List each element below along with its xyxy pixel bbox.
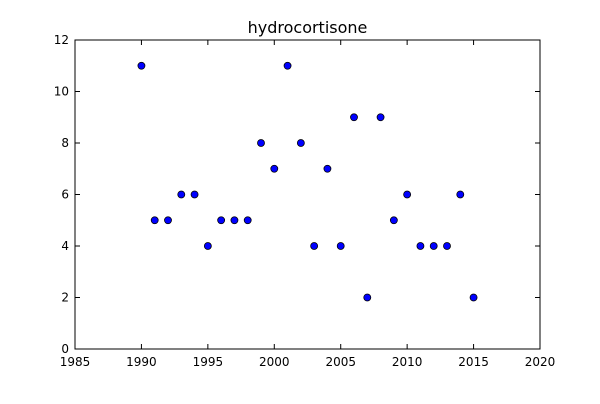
x-tick-label: 2015 — [458, 355, 489, 369]
data-point — [469, 293, 478, 302]
data-point — [217, 216, 226, 225]
data-point — [389, 216, 398, 225]
data-point — [177, 190, 186, 199]
data-point — [283, 61, 292, 70]
x-tick-label: 2005 — [325, 355, 356, 369]
y-tick-label: 6 — [61, 188, 69, 202]
data-point — [363, 293, 372, 302]
chart-title: hydrocortisone — [248, 18, 368, 37]
data-points — [137, 61, 478, 302]
plot-border — [74, 39, 541, 350]
data-point — [376, 113, 385, 122]
x-axis: 1985 1990 1995 2000 2005 2010 2015 2020 — [60, 40, 556, 369]
x-tick-label: 1985 — [60, 355, 91, 369]
data-point — [190, 190, 199, 199]
data-point — [416, 242, 425, 250]
x-tick-label: 2020 — [525, 355, 556, 369]
x-tick-label: 2010 — [392, 355, 423, 369]
data-point — [310, 242, 319, 250]
data-point — [270, 164, 279, 173]
data-point — [257, 139, 265, 147]
data-point — [230, 216, 239, 225]
data-point — [456, 190, 465, 199]
y-tick-label: 10 — [54, 85, 69, 99]
data-point — [164, 216, 172, 225]
plot-area — [74, 39, 541, 350]
data-point — [443, 242, 451, 250]
x-tick-label: 1995 — [193, 355, 224, 369]
data-point — [150, 216, 159, 225]
y-tick-label: 4 — [61, 239, 69, 253]
x-tick-label: 2000 — [259, 355, 290, 369]
data-point — [243, 216, 252, 225]
data-point — [336, 242, 345, 250]
data-point — [403, 190, 412, 199]
data-point — [323, 164, 332, 173]
data-point — [137, 61, 146, 70]
y-tick-label: 2 — [61, 291, 69, 305]
y-axis: 0 2 4 6 8 10 12 — [54, 33, 540, 356]
data-point — [429, 242, 438, 250]
y-tick-label: 12 — [54, 33, 69, 47]
data-point — [350, 113, 358, 122]
x-tick-label: 1990 — [126, 355, 157, 369]
y-tick-label: 0 — [61, 342, 69, 356]
data-point — [296, 139, 305, 147]
y-tick-label: 8 — [61, 136, 69, 150]
data-point — [203, 242, 212, 250]
